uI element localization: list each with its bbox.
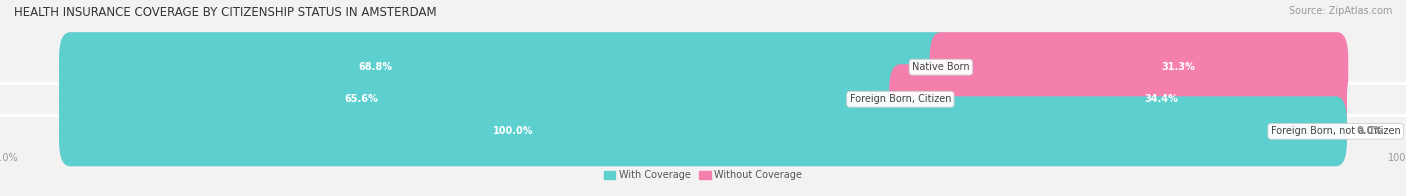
Text: Native Born: Native Born <box>912 62 970 72</box>
Text: HEALTH INSURANCE COVERAGE BY CITIZENSHIP STATUS IN AMSTERDAM: HEALTH INSURANCE COVERAGE BY CITIZENSHIP… <box>14 6 437 19</box>
FancyBboxPatch shape <box>889 64 1347 134</box>
Text: 68.8%: 68.8% <box>359 62 392 72</box>
Text: Foreign Born, not a Citizen: Foreign Born, not a Citizen <box>1271 126 1400 136</box>
FancyBboxPatch shape <box>59 96 1347 166</box>
FancyBboxPatch shape <box>59 64 1347 134</box>
Text: Foreign Born, Citizen: Foreign Born, Citizen <box>849 94 950 104</box>
Text: 100.0%: 100.0% <box>494 126 533 136</box>
FancyBboxPatch shape <box>59 64 911 134</box>
FancyBboxPatch shape <box>59 32 952 102</box>
FancyBboxPatch shape <box>59 32 1347 102</box>
Text: 31.3%: 31.3% <box>1161 62 1195 72</box>
Text: Source: ZipAtlas.com: Source: ZipAtlas.com <box>1288 6 1392 16</box>
Legend: With Coverage, Without Coverage: With Coverage, Without Coverage <box>600 167 806 184</box>
FancyBboxPatch shape <box>59 96 1347 166</box>
Text: 0.0%: 0.0% <box>1357 126 1384 136</box>
Text: 65.6%: 65.6% <box>344 94 378 104</box>
Text: 34.4%: 34.4% <box>1144 94 1178 104</box>
FancyBboxPatch shape <box>929 32 1348 102</box>
